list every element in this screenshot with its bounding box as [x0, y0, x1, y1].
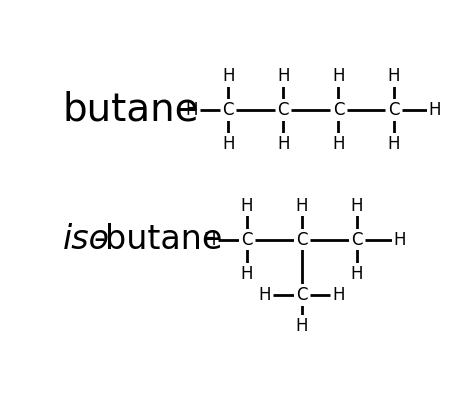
Text: C: C [222, 101, 234, 119]
Text: C: C [296, 286, 308, 304]
Text: H: H [387, 67, 400, 85]
Text: C: C [296, 231, 308, 249]
Text: C: C [388, 101, 399, 119]
Text: H: H [428, 101, 441, 119]
Text: H: H [332, 286, 345, 304]
Text: C: C [278, 101, 289, 119]
Text: H: H [222, 67, 235, 85]
Text: H: H [277, 135, 290, 153]
Text: iso: iso [63, 223, 110, 256]
Text: C: C [241, 231, 252, 249]
Text: H: H [351, 196, 363, 215]
Text: butane: butane [63, 91, 200, 129]
Text: H: H [222, 135, 235, 153]
Text: H: H [295, 317, 308, 335]
Text: H: H [259, 286, 271, 304]
Text: H: H [240, 196, 253, 215]
Text: H: H [204, 231, 216, 249]
Text: H: H [277, 67, 290, 85]
Text: H: H [393, 231, 406, 249]
Text: H: H [387, 135, 400, 153]
Text: -butane: -butane [93, 223, 222, 256]
Text: H: H [332, 135, 345, 153]
Text: C: C [351, 231, 363, 249]
Text: H: H [240, 265, 253, 283]
Text: H: H [351, 265, 363, 283]
Text: H: H [185, 101, 198, 119]
Text: C: C [333, 101, 344, 119]
Text: H: H [332, 67, 345, 85]
Text: H: H [295, 196, 308, 215]
